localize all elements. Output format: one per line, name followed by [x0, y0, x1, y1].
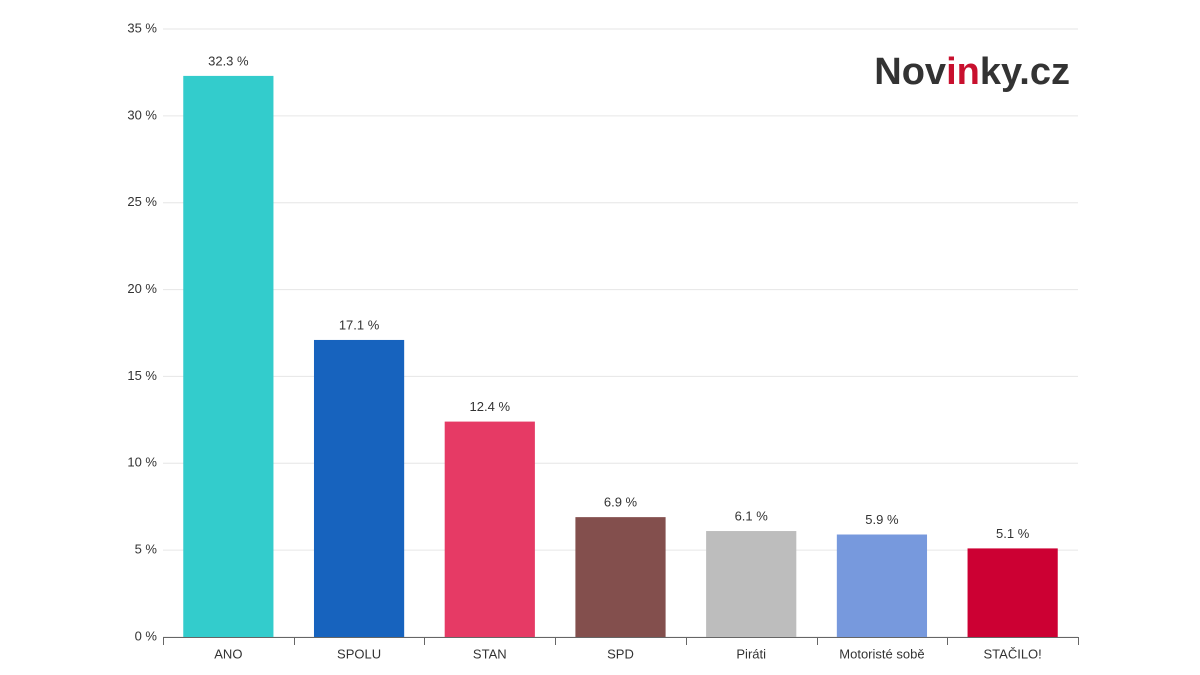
y-tick-label: 35 %: [127, 20, 157, 35]
value-label: 6.9 %: [604, 495, 638, 510]
x-tick-label: SPOLU: [337, 646, 381, 661]
value-label: 17.1 %: [339, 317, 380, 332]
logo-part: ky.cz: [980, 51, 1070, 93]
x-tick-label: ANO: [214, 646, 242, 661]
bar: [836, 534, 928, 637]
value-label: 5.9 %: [865, 512, 899, 527]
bar: [706, 531, 797, 637]
x-tick-label: SPD: [607, 646, 634, 661]
bar: [313, 339, 405, 637]
x-tick-label: STAN: [473, 646, 507, 661]
y-tick-label: 30 %: [127, 107, 157, 122]
x-tick-label: Motoristé sobě: [839, 646, 924, 661]
y-tick-label: 20 %: [127, 281, 157, 296]
logo-part: in: [946, 51, 980, 93]
bar: [183, 75, 274, 638]
y-tick-label: 0 %: [135, 628, 158, 643]
bar: [444, 421, 535, 637]
x-tick-label: STAČILO!: [984, 646, 1042, 661]
logo-part: Nov: [874, 51, 946, 93]
y-tick-label: 5 %: [135, 542, 158, 557]
value-label: 12.4 %: [470, 399, 511, 414]
bar: [575, 517, 666, 637]
y-tick-label: 25 %: [127, 194, 157, 209]
value-label: 6.1 %: [735, 508, 769, 523]
logo: Novinky.cz: [874, 51, 1070, 93]
bar: [967, 548, 1058, 637]
value-label: 32.3 %: [208, 53, 249, 68]
y-tick-label: 15 %: [127, 368, 157, 383]
value-label: 5.1 %: [996, 526, 1030, 541]
y-tick-label: 10 %: [127, 455, 157, 470]
x-tick-label: Piráti: [736, 646, 766, 661]
